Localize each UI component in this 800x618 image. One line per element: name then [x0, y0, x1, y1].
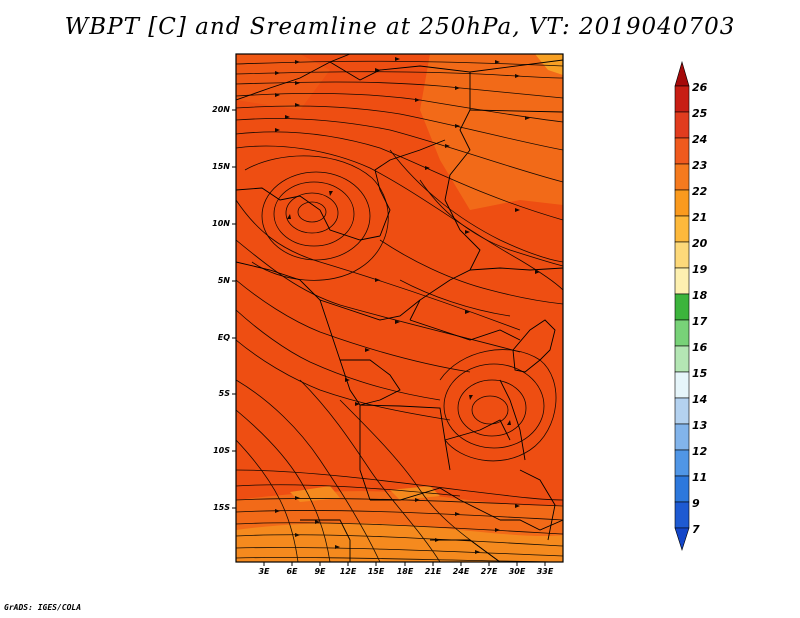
colorbar: [674, 60, 690, 551]
lat-label-5s: 5S: [218, 389, 230, 398]
colorbar-segment: [674, 111, 690, 139]
streamlines: [236, 57, 563, 562]
colorbar-label-26: 26: [692, 81, 708, 94]
lon-label-3e: 3E: [258, 567, 270, 576]
colorbar-segment: [674, 241, 690, 269]
map-frame: [235, 53, 564, 563]
temperature-field-lightorange-south: [236, 523, 563, 562]
colorbar-top-arrow: [674, 60, 690, 87]
lon-label-30e: 30E: [508, 567, 526, 576]
colorbar-label-24: 24: [692, 133, 708, 146]
colorbar-label-11: 11: [692, 471, 708, 484]
colorbar-label-19: 19: [692, 263, 708, 276]
colorbar-segment: [674, 293, 690, 321]
temperature-field-lightorange-patch: [290, 486, 340, 502]
lat-label-10s: 10S: [213, 446, 230, 455]
lon-label-24e: 24E: [452, 567, 470, 576]
colorbar-label-23: 23: [692, 159, 708, 172]
lat-label-5n: 5N: [217, 276, 230, 285]
lat-label-15n: 15N: [212, 162, 230, 171]
colorbar-label-22: 22: [692, 185, 708, 198]
colorbar-segment: [674, 319, 690, 347]
colorbar-label-15: 15: [692, 367, 708, 380]
lon-label-27e: 27E: [480, 567, 498, 576]
colorbar-label-25: 25: [692, 107, 708, 120]
colorbar-label-12: 12: [692, 445, 708, 458]
lon-label-15e: 15E: [367, 567, 385, 576]
temperature-field-orange-north: [420, 54, 563, 210]
lat-label-eq: EQ: [217, 333, 230, 342]
colorbar-segment: [674, 215, 690, 243]
lon-label-21e: 21E: [424, 567, 442, 576]
colorbar-label-16: 16: [692, 341, 708, 354]
lon-label-12e: 12E: [339, 567, 357, 576]
colorbar-segment: [674, 189, 690, 217]
colorbar-label-7: 7: [692, 523, 700, 536]
colorbar-segment: [674, 267, 690, 295]
colorbar-segment: [674, 449, 690, 477]
colorbar-segment: [674, 137, 690, 165]
lat-label-10n: 10N: [212, 219, 230, 228]
colorbar-segment: [674, 397, 690, 425]
colorbar-label-14: 14: [692, 393, 708, 406]
temperature-field-lightorange-patch2: [390, 486, 440, 500]
lat-label-20n: 20N: [212, 105, 230, 114]
lat-label-15s: 15S: [213, 503, 230, 512]
temperature-field-orange-northwest: [236, 54, 330, 110]
latitude-ticks: [232, 109, 236, 509]
colorbar-label-21: 21: [692, 211, 708, 224]
colorbar-segment: [674, 423, 690, 451]
colorbar-segment: [674, 371, 690, 399]
colorbar-bottom-arrow: [674, 527, 690, 551]
temperature-field-amber-corner: [535, 54, 563, 75]
colorbar-segment: [674, 475, 690, 503]
lon-label-6e: 6E: [286, 567, 298, 576]
colorbar-segment: [674, 85, 690, 113]
colorbar-segment: [674, 345, 690, 373]
colorbar-label-17: 17: [692, 315, 708, 328]
colorbar-label-18: 18: [692, 289, 708, 302]
map-title: WBPT [C] and Sreamline at 250hPa, VT: 20…: [64, 14, 736, 40]
longitude-ticks: [263, 562, 546, 566]
lon-label-33e: 33E: [536, 567, 554, 576]
map-panel: [236, 54, 563, 562]
lon-label-18e: 18E: [396, 567, 414, 576]
lon-label-9e: 9E: [314, 567, 326, 576]
country-borders: [236, 54, 563, 562]
colorbar-label-20: 20: [692, 237, 708, 250]
colorbar-label-13: 13: [692, 419, 708, 432]
grads-credit: GrADS: IGES/COLA: [4, 603, 82, 612]
colorbar-segment: [674, 501, 690, 529]
colorbar-segment: [674, 163, 690, 191]
colorbar-label-9: 9: [692, 497, 700, 510]
